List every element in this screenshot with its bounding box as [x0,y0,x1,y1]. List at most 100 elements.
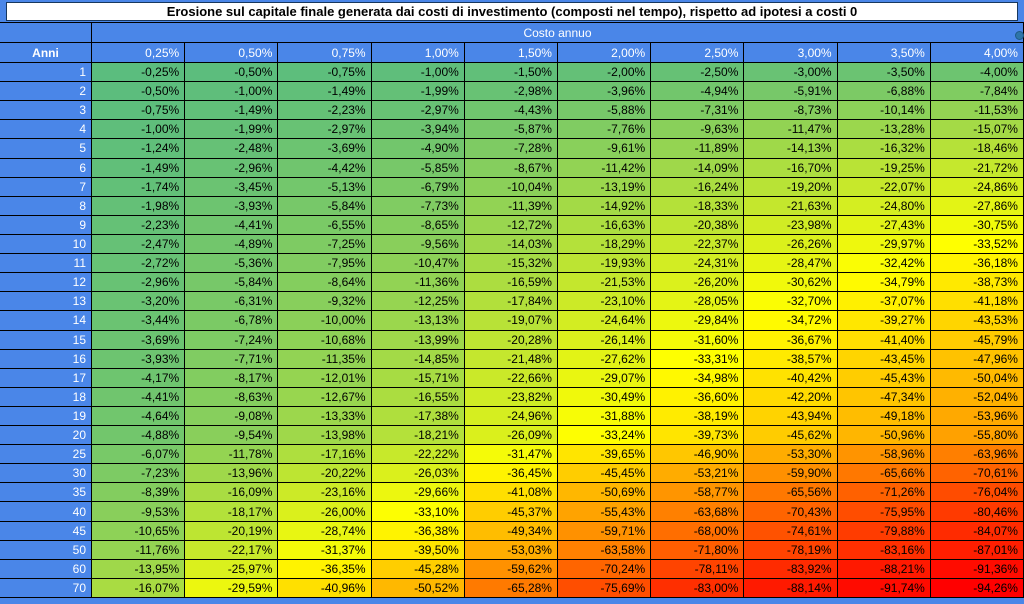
value-cell[interactable]: -39,50% [371,540,465,560]
value-cell[interactable]: -14,09% [651,158,745,178]
value-cell[interactable]: -11,78% [185,445,279,465]
value-cell[interactable]: -2,50% [651,63,745,83]
value-cell[interactable]: -71,26% [837,483,931,503]
year-header-cell[interactable]: 6 [0,158,92,178]
year-header-cell[interactable]: 12 [0,273,92,293]
value-cell[interactable]: -4,88% [92,426,186,446]
value-cell[interactable]: -26,20% [651,273,745,293]
value-cell[interactable]: -26,03% [371,464,465,484]
value-cell[interactable]: -91,74% [837,578,931,598]
value-cell[interactable]: -20,38% [651,215,745,235]
value-cell[interactable]: -58,96% [837,445,931,465]
value-cell[interactable]: -41,18% [930,292,1024,312]
column-header-cell[interactable]: 0,75% [278,43,372,63]
value-cell[interactable]: -16,07% [92,578,186,598]
value-cell[interactable]: -8,63% [185,387,279,407]
value-cell[interactable]: -43,53% [930,311,1024,331]
value-cell[interactable]: -29,07% [557,368,652,388]
value-cell[interactable]: -31,47% [464,445,558,465]
value-cell[interactable]: -1,99% [185,120,279,140]
value-cell[interactable]: -13,13% [371,311,465,331]
value-cell[interactable]: -7,31% [651,101,745,121]
value-cell[interactable]: -11,76% [92,540,186,560]
value-cell[interactable]: -33,31% [651,349,745,369]
value-cell[interactable]: -2,48% [185,139,279,159]
value-cell[interactable]: -70,24% [557,559,652,579]
value-cell[interactable]: -22,17% [185,540,279,560]
value-cell[interactable]: -59,71% [557,521,652,541]
value-cell[interactable]: -1,49% [92,158,186,178]
column-header-cell[interactable]: 3,00% [744,43,838,63]
value-cell[interactable]: -22,07% [837,177,931,197]
value-cell[interactable]: -9,32% [278,292,372,312]
value-cell[interactable]: -9,63% [651,120,745,140]
value-cell[interactable]: -31,60% [651,330,745,350]
year-header-cell[interactable]: 50 [0,540,92,560]
value-cell[interactable]: -3,00% [744,63,838,83]
value-cell[interactable]: -8,64% [278,273,372,293]
value-cell[interactable]: -50,52% [371,578,465,598]
value-cell[interactable]: -33,24% [557,426,652,446]
year-header-cell[interactable]: 1 [0,63,92,83]
value-cell[interactable]: -3,50% [837,63,931,83]
value-cell[interactable]: -16,63% [557,215,652,235]
value-cell[interactable]: -45,62% [744,426,838,446]
value-cell[interactable]: -28,47% [744,254,838,274]
value-cell[interactable]: -8,65% [371,215,465,235]
value-cell[interactable]: -83,16% [837,540,931,560]
column-header-cell[interactable]: 1,50% [464,43,558,63]
value-cell[interactable]: -27,86% [930,196,1024,216]
value-cell[interactable]: -2,23% [278,101,372,121]
value-cell[interactable]: -15,71% [371,368,465,388]
value-cell[interactable]: -75,69% [557,578,652,598]
value-cell[interactable]: -23,82% [464,387,558,407]
value-cell[interactable]: -2,23% [92,215,186,235]
value-cell[interactable]: -52,04% [930,387,1024,407]
value-cell[interactable]: -16,24% [651,177,745,197]
value-cell[interactable]: -3,96% [557,82,652,102]
value-cell[interactable]: -5,88% [557,101,652,121]
value-cell[interactable]: -28,74% [278,521,372,541]
value-cell[interactable]: -39,65% [557,445,652,465]
value-cell[interactable]: -10,14% [837,101,931,121]
value-cell[interactable]: -65,66% [837,464,931,484]
value-cell[interactable]: -53,96% [930,406,1024,427]
value-cell[interactable]: -36,18% [930,254,1024,274]
value-cell[interactable]: -70,43% [744,502,838,522]
value-cell[interactable]: -2,96% [92,273,186,293]
value-cell[interactable]: -19,07% [464,311,558,331]
value-cell[interactable]: -30,49% [557,387,652,407]
value-cell[interactable]: -17,84% [464,292,558,312]
value-cell[interactable]: -13,19% [557,177,652,197]
value-cell[interactable]: -3,20% [92,292,186,312]
value-cell[interactable]: -20,22% [278,464,372,484]
year-header-cell[interactable]: 8 [0,196,92,216]
group-header-costo-annuo[interactable]: Costo annuo [92,23,1024,43]
year-header-cell[interactable]: 4 [0,120,92,140]
value-cell[interactable]: -7,95% [278,254,372,274]
value-cell[interactable]: -29,66% [371,483,465,503]
value-cell[interactable]: -47,96% [930,349,1024,369]
value-cell[interactable]: -88,14% [744,578,838,598]
value-cell[interactable]: -4,42% [278,158,372,178]
value-cell[interactable]: -36,60% [651,387,745,407]
value-cell[interactable]: -9,56% [371,234,465,255]
value-cell[interactable]: -17,16% [278,445,372,465]
value-cell[interactable]: -71,80% [651,540,745,560]
value-cell[interactable]: -9,54% [185,426,279,446]
column-header-cell[interactable]: 1,00% [371,43,465,63]
value-cell[interactable]: -6,88% [837,82,931,102]
value-cell[interactable]: -3,69% [278,139,372,159]
value-cell[interactable]: -36,45% [464,464,558,484]
value-cell[interactable]: -65,28% [464,578,558,598]
value-cell[interactable]: -50,96% [837,426,931,446]
value-cell[interactable]: -36,38% [371,521,465,541]
value-cell[interactable]: -42,20% [744,387,838,407]
value-cell[interactable]: -5,91% [744,82,838,102]
value-cell[interactable]: -1,00% [371,63,465,83]
value-cell[interactable]: -29,59% [185,578,279,598]
value-cell[interactable]: -7,71% [185,349,279,369]
value-cell[interactable]: -2,97% [371,101,465,121]
year-header-cell[interactable]: 25 [0,445,92,465]
value-cell[interactable]: -14,13% [744,139,838,159]
